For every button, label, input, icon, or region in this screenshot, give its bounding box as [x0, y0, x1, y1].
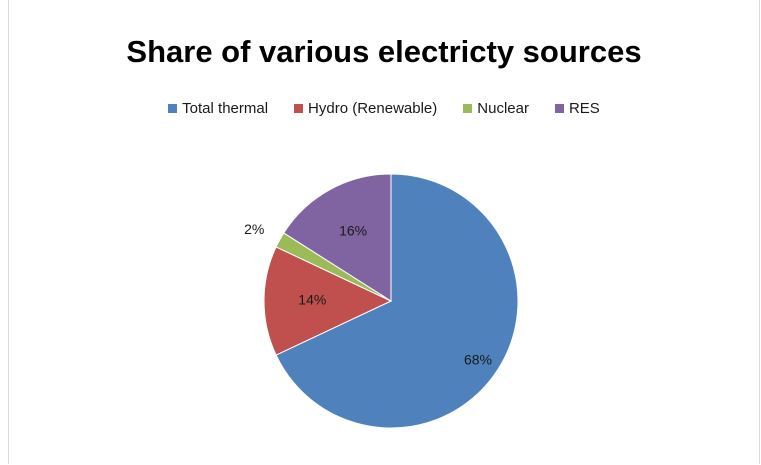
legend-swatch-hydro — [294, 104, 304, 113]
pie-data-labels: 68% 14% 2% 16% — [244, 221, 492, 368]
legend-item-total-thermal: Total thermal — [168, 100, 268, 117]
chart-title: Share of various electricty sources — [126, 34, 642, 69]
legend-item-hydro: Hydro (Renewable) — [294, 100, 437, 117]
pie-slice-total-thermal — [275, 173, 519, 429]
legend-item-nuclear: Nuclear — [463, 100, 529, 117]
pie-label-hydro: 14% — [298, 292, 326, 308]
pie-slice-hydro — [263, 246, 393, 356]
pie-label-nuclear: 2% — [244, 221, 264, 237]
legend-swatch-res — [554, 104, 564, 113]
legend: Total thermal Hydro (Renewable) Nuclear … — [9, 100, 759, 117]
chart-area: Share of various electricty sources Tota… — [8, 0, 760, 464]
pie-label-total-thermal: 68% — [464, 352, 492, 368]
pie-slices — [263, 173, 519, 429]
legend-swatch-total-thermal — [168, 104, 178, 113]
pie-label-res: 16% — [339, 223, 367, 239]
legend-item-res: RES — [554, 100, 600, 117]
legend-label-nuclear: Nuclear — [477, 100, 529, 117]
pie-slice-res — [283, 173, 392, 302]
legend-label-res: RES — [568, 100, 600, 117]
legend-label-total-thermal: Total thermal — [182, 100, 269, 117]
legend-label-hydro: Hydro (Renewable) — [308, 100, 438, 117]
pie-chart: 68% 14% 2% 16% — [244, 173, 519, 429]
legend-swatch-nuclear — [463, 104, 473, 113]
